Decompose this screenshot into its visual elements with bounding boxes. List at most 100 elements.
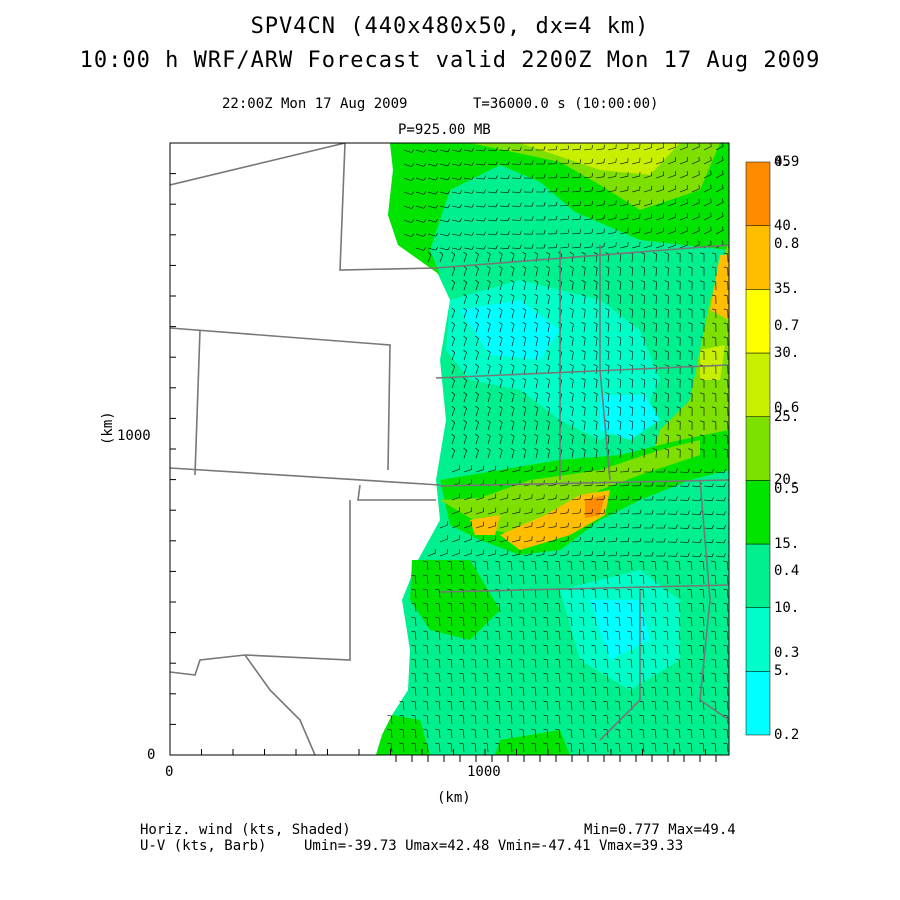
wind-barb <box>667 143 676 151</box>
wind-barb <box>486 391 491 403</box>
wind-barb <box>523 146 534 151</box>
wind-barb <box>534 433 539 445</box>
wind-barb <box>640 322 645 333</box>
wind-barb <box>607 537 618 543</box>
wind-barb <box>700 448 705 458</box>
wind-barb <box>676 336 681 347</box>
wind-barb <box>603 630 609 641</box>
wind-barb <box>403 205 415 210</box>
wind-barb <box>495 700 501 711</box>
wind-barb <box>531 616 537 627</box>
wind-barb <box>498 377 503 389</box>
wind-barb <box>483 672 489 683</box>
y-tick-label-0: 0 <box>147 747 156 763</box>
colorbar-secondary-label: 0.9 <box>774 154 800 170</box>
wind-barb <box>507 602 513 613</box>
wind-barb <box>475 521 484 529</box>
wind-barb <box>615 686 621 697</box>
axis-ticks <box>169 173 717 762</box>
wind-barb <box>619 172 629 179</box>
wind-barb <box>593 448 598 459</box>
wind-barb <box>571 243 582 249</box>
wind-barb <box>483 630 489 641</box>
wind-barb <box>581 378 586 389</box>
wind-barb <box>423 616 429 627</box>
wind-barb <box>559 145 570 151</box>
wind-barb <box>483 616 489 627</box>
wind-barb <box>498 419 503 431</box>
wind-barb <box>486 307 491 319</box>
wind-barb <box>475 335 479 347</box>
wind-barb <box>531 700 537 711</box>
wind-barb <box>451 279 456 291</box>
wind-barb <box>451 447 456 459</box>
wind-barb <box>579 560 585 571</box>
wind-barb <box>723 560 729 571</box>
wind-barb <box>435 644 441 655</box>
wind-barb <box>581 336 586 347</box>
wind-barb <box>451 377 456 389</box>
wind-barb <box>486 377 491 389</box>
wind-barb <box>619 144 629 151</box>
wind-barb <box>691 226 700 235</box>
wind-barb <box>498 251 503 263</box>
wind-barb <box>617 378 622 389</box>
wind-barb <box>699 742 705 753</box>
wind-barb <box>595 523 606 529</box>
wind-barb <box>451 433 456 445</box>
wind-barb <box>427 162 439 167</box>
colorbar-swatch <box>745 607 771 672</box>
wind-barb <box>531 672 537 683</box>
wind-barb <box>403 233 415 238</box>
wind-barb <box>571 215 582 221</box>
y-axis-label: (km) <box>100 411 116 445</box>
wind-barb <box>471 630 477 641</box>
wind-barb <box>559 508 569 515</box>
wind-barb <box>463 203 475 208</box>
wind-barb <box>691 184 700 193</box>
wind-barb <box>711 602 717 613</box>
wind-barb <box>655 143 664 151</box>
wind-barb <box>487 189 498 194</box>
wind-barb <box>664 406 669 417</box>
wind-barb <box>463 391 467 403</box>
wind-barb <box>593 392 598 403</box>
wind-barb <box>583 242 593 249</box>
wind-barb <box>581 392 586 403</box>
wind-barb <box>403 149 415 154</box>
wind-barb <box>510 349 515 361</box>
wind-barb <box>451 335 456 347</box>
wind-barb <box>595 200 605 207</box>
wind-barb <box>663 742 669 753</box>
wind-barb <box>523 494 533 501</box>
wind-barb <box>583 495 593 501</box>
wind-barb <box>546 447 551 459</box>
wind-barb <box>475 189 486 194</box>
wind-barb <box>640 308 645 319</box>
wind-barb <box>415 233 427 237</box>
wind-barb <box>463 405 467 417</box>
wind-barb <box>579 658 585 669</box>
wind-barb <box>607 467 618 473</box>
wind-barb <box>643 171 653 179</box>
wind-barb <box>498 447 503 459</box>
wind-barb <box>603 742 609 753</box>
wind-barb <box>559 480 569 487</box>
wind-barb <box>593 322 598 333</box>
wind-barb <box>723 252 729 263</box>
wind-barb <box>643 524 654 529</box>
wind-barb <box>519 560 525 571</box>
wind-barb <box>703 170 712 179</box>
wind-barb <box>703 496 714 502</box>
wind-barb <box>691 198 700 207</box>
wind-barb <box>723 602 729 613</box>
wind-barb <box>607 242 617 249</box>
wind-barb <box>451 535 460 543</box>
wind-barb <box>579 686 585 697</box>
colorbar-swatch <box>745 543 771 608</box>
shaded-field-label: Horiz. wind (kts, Shaded) <box>140 822 351 838</box>
wind-barb <box>631 157 641 165</box>
wind-barb <box>711 434 717 445</box>
wind-barb <box>423 588 429 599</box>
wind-barb <box>387 728 393 739</box>
